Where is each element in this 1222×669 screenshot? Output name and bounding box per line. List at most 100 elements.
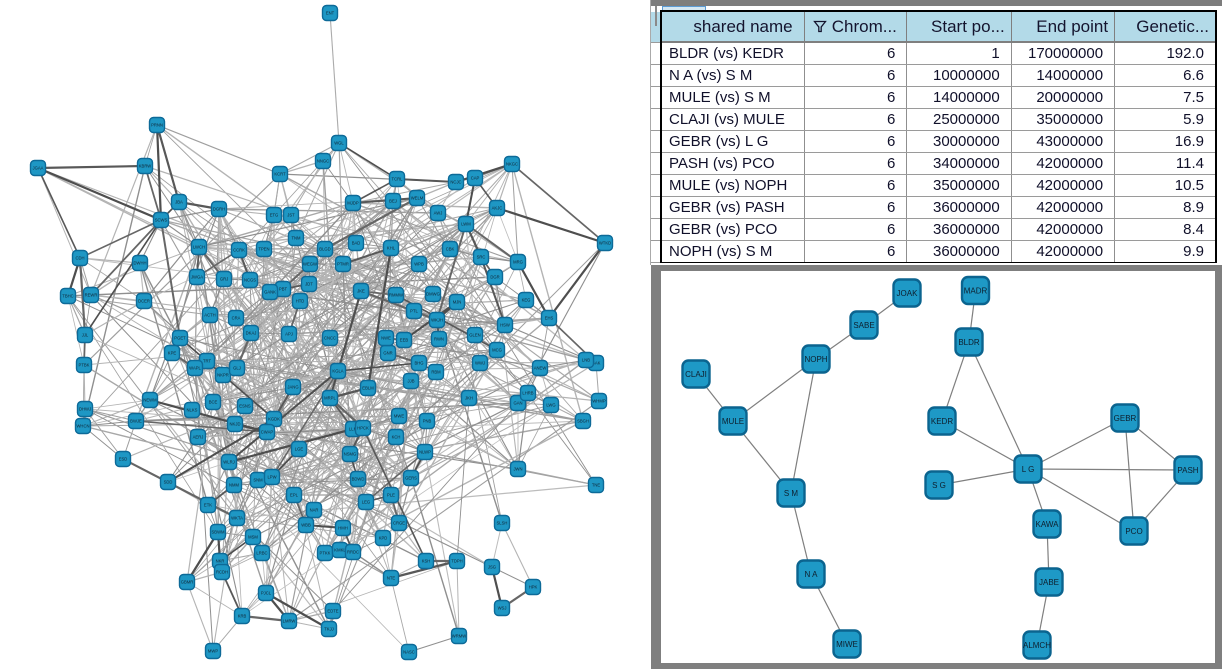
svg-text:JANG: JANG — [287, 385, 298, 390]
svg-text:RRDC: RRDC — [347, 550, 359, 555]
svg-text:ALMCH: ALMCH — [1023, 641, 1051, 650]
svg-text:GLJ: GLJ — [233, 366, 241, 371]
svg-text:CNCC: CNCC — [324, 336, 336, 341]
svg-text:BAD: BAD — [352, 241, 361, 246]
svg-text:NKPR: NKPR — [217, 373, 229, 378]
svg-text:JGAA: JGAA — [33, 166, 44, 171]
svg-text:BEJ: BEJ — [389, 199, 397, 204]
svg-text:JWN: JWN — [513, 467, 522, 472]
svg-text:APJ: APJ — [285, 332, 293, 337]
svg-text:ACTH: ACTH — [204, 313, 215, 318]
svg-text:LNB: LNB — [582, 358, 590, 363]
svg-text:LGE: LGE — [295, 447, 304, 452]
svg-text:NKGC: NKGC — [506, 162, 518, 167]
svg-text:GERS: GERS — [405, 476, 417, 481]
svg-text:GBMR: GBMR — [181, 580, 194, 585]
svg-text:KMKL: KMKL — [334, 548, 346, 553]
svg-text:KEG: KEG — [522, 298, 531, 303]
svg-text:GAK: GAK — [592, 361, 601, 366]
svg-text:NKR: NKR — [216, 559, 225, 564]
svg-text:NAR: NAR — [310, 508, 319, 513]
svg-text:TDPH: TDPH — [451, 559, 462, 564]
svg-text:RWN: RWN — [434, 337, 444, 342]
svg-text:EDTE: EDTE — [327, 609, 338, 614]
svg-text:KCH: KCH — [392, 435, 401, 440]
svg-text:JJB: JJB — [408, 379, 415, 384]
svg-text:S M: S M — [784, 489, 799, 498]
svg-text:GLEN: GLEN — [469, 333, 480, 338]
svg-text:NNGC: NNGC — [317, 159, 329, 164]
svg-text:WAPL: WAPL — [189, 366, 201, 371]
svg-text:JKH: JKH — [465, 396, 473, 401]
svg-text:DWHH: DWHH — [133, 261, 146, 266]
svg-text:AERJ: AERJ — [193, 435, 204, 440]
svg-text:WRMW: WRMW — [452, 634, 466, 639]
svg-text:CCRK: CCRK — [233, 248, 245, 253]
svg-text:WKTA: WKTA — [231, 516, 243, 521]
svg-text:NLKS: NLKS — [187, 408, 198, 413]
svg-text:KRB: KRB — [238, 614, 247, 619]
svg-text:HTD: HTD — [296, 299, 305, 304]
svg-text:PTKK: PTKK — [320, 551, 331, 556]
svg-text:LRBC: LRBC — [256, 551, 267, 556]
svg-text:SBWM: SBWM — [211, 530, 225, 535]
svg-text:CWAP: CWAP — [261, 430, 274, 435]
svg-text:ANEW: ANEW — [534, 366, 547, 371]
svg-text:SNM: SNM — [253, 478, 263, 483]
svg-text:SCWS: SCWS — [155, 218, 168, 223]
svg-text:WBB: WBB — [301, 523, 311, 528]
svg-text:LPW: LPW — [267, 475, 276, 480]
svg-text:GANK: GANK — [264, 290, 276, 295]
svg-text:NMM: NMM — [229, 483, 240, 488]
svg-text:AWJ: AWJ — [434, 211, 443, 216]
svg-text:KEDR: KEDR — [931, 417, 953, 426]
svg-text:TKJJ: TKJJ — [324, 627, 334, 632]
svg-text:KGDK: KGDK — [268, 417, 280, 422]
svg-text:ESD: ESD — [119, 457, 128, 462]
svg-text:L G: L G — [1022, 465, 1035, 474]
svg-text:EHS: EHS — [545, 316, 554, 321]
svg-text:WELM: WELM — [411, 196, 424, 201]
svg-text:MCG: MCG — [492, 348, 502, 353]
svg-text:BLDR: BLDR — [958, 338, 980, 347]
svg-text:SRC: SRC — [477, 255, 486, 260]
svg-text:PCO: PCO — [1125, 527, 1142, 536]
svg-text:JOAK: JOAK — [897, 289, 919, 298]
svg-text:DCER: DCER — [138, 299, 150, 304]
svg-text:WHMP: WHMP — [592, 399, 605, 404]
svg-text:NSMG: NSMG — [344, 452, 357, 457]
svg-text:NKJD: NKJD — [230, 422, 241, 427]
svg-text:REWR: REWR — [85, 293, 98, 298]
svg-text:TNE: TNE — [592, 483, 601, 488]
svg-text:EBLM: EBLM — [362, 386, 374, 391]
svg-text:SLSH: SLSH — [497, 521, 508, 526]
svg-text:JWGA: JWGA — [191, 275, 203, 280]
svg-text:HPK: HPK — [529, 585, 538, 590]
svg-text:WWJ: WWJ — [475, 361, 485, 366]
svg-text:DHWJ: DHWJ — [79, 407, 91, 412]
svg-text:MIWE: MIWE — [836, 640, 858, 649]
svg-text:WPB: WPB — [414, 262, 424, 267]
svg-text:NCJC: NCJC — [450, 180, 461, 185]
svg-text:JST: JST — [287, 213, 295, 218]
svg-text:CRGE: CRGE — [393, 521, 405, 526]
svg-text:RMMW: RMMW — [389, 293, 403, 298]
svg-text:TNM: TNM — [291, 236, 301, 241]
svg-text:GNR: GNR — [383, 351, 392, 356]
svg-text:GEBR: GEBR — [1114, 414, 1137, 423]
svg-text:WSJ: WSJ — [498, 606, 507, 611]
svg-text:WGL: WGL — [334, 141, 344, 146]
svg-text:ENT: ENT — [326, 11, 335, 16]
svg-text:S G: S G — [932, 481, 946, 490]
svg-text:PNB: PNB — [423, 419, 432, 424]
svg-text:PJCL: PJCL — [261, 591, 272, 596]
svg-text:JSG: JSG — [488, 565, 496, 570]
svg-text:DMWG: DMWG — [426, 292, 440, 297]
svg-text:JKE: JKE — [357, 289, 365, 294]
svg-text:LWG: LWG — [546, 403, 555, 408]
svg-text:ETK: ETK — [204, 503, 212, 508]
svg-text:KCRT: KCRT — [274, 172, 286, 177]
svg-text:PRNN: PRNN — [151, 123, 163, 128]
svg-text:LHRB: LHRB — [522, 391, 533, 396]
svg-text:MWP: MWP — [208, 649, 218, 654]
